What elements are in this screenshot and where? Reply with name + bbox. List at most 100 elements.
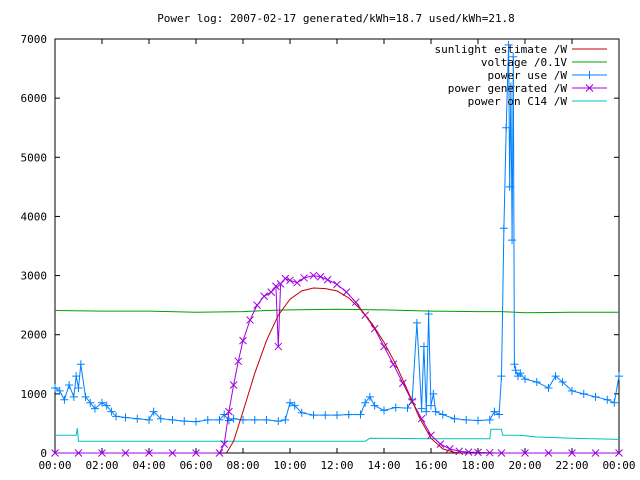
data-point: [427, 401, 435, 410]
data-point: [272, 282, 280, 291]
data-point: [497, 372, 506, 381]
legend-marker: [585, 71, 594, 79]
series-line: [54, 308, 619, 314]
data-point: [281, 274, 290, 283]
data-point: [180, 417, 189, 426]
data-point: [321, 411, 330, 420]
data-point: [342, 288, 351, 296]
data-point: [474, 416, 482, 425]
data-point: [225, 407, 233, 416]
data-point: [98, 449, 106, 457]
data-point: [215, 449, 224, 457]
axes: 00:00 02:00 04:00 06:00 08:00 10:00 12:00 14:00…: [21, 33, 636, 472]
y-tick-label: 5000: [21, 151, 48, 164]
series-sunlight-estimate-w: [226, 287, 462, 454]
y-tick-label: 1000: [21, 388, 48, 401]
data-point: [403, 404, 412, 413]
data-point: [431, 407, 440, 416]
data-point: [389, 360, 398, 369]
data-point: [290, 401, 299, 410]
data-point: [521, 449, 529, 457]
y-tick-label: 7000: [21, 33, 48, 46]
data-point: [74, 449, 83, 457]
data-point: [544, 383, 553, 392]
legend-label: power on C14 /W: [468, 95, 568, 108]
data-point: [551, 372, 560, 381]
data-point: [424, 310, 433, 319]
data-point: [309, 411, 318, 420]
legend-item: voltage /0.1V: [481, 56, 607, 69]
series-line: [226, 287, 462, 454]
data-point: [149, 407, 158, 416]
data-point: [86, 398, 95, 407]
data-point: [133, 414, 142, 423]
data-point: [510, 360, 519, 369]
data-point: [380, 406, 388, 415]
data-point: [615, 449, 623, 457]
series-voltage-0-1v: [54, 308, 619, 314]
data-point: [502, 123, 511, 132]
x-tick-label: 02:00: [85, 459, 118, 472]
data-point: [65, 380, 74, 389]
data-point: [121, 449, 130, 457]
data-point: [220, 440, 229, 448]
data-point: [591, 449, 600, 457]
series-layer: [51, 40, 623, 457]
series-power-use-w: [51, 40, 623, 426]
data-point: [474, 448, 482, 457]
data-point: [356, 410, 365, 419]
data-point: [309, 271, 318, 280]
data-point: [74, 383, 83, 392]
x-tick-label: 00:00: [38, 459, 71, 472]
legend-marker: [585, 84, 594, 92]
data-point: [438, 410, 447, 419]
data-point: [419, 342, 428, 351]
data-point: [490, 407, 499, 416]
data-point: [297, 408, 306, 417]
data-point: [544, 449, 553, 457]
data-point: [76, 360, 85, 369]
data-point: [333, 411, 341, 420]
data-point: [229, 381, 238, 389]
data-point: [568, 386, 576, 395]
x-tick-label: 04:00: [132, 459, 165, 472]
series-power-on-c14-w: [55, 428, 620, 442]
data-point: [121, 413, 130, 422]
data-point: [112, 412, 121, 421]
data-point: [568, 449, 576, 457]
data-point: [60, 395, 69, 404]
data-point: [300, 274, 308, 282]
data-point: [286, 276, 294, 285]
data-point: [450, 414, 459, 423]
data-point: [239, 336, 247, 345]
data-point: [274, 342, 283, 351]
data-point: [427, 431, 435, 440]
data-point: [506, 82, 515, 91]
data-point: [462, 415, 471, 424]
data-point: [262, 415, 271, 424]
data-point: [591, 392, 600, 401]
data-point: [429, 389, 438, 398]
data-point: [72, 372, 81, 381]
data-point: [464, 448, 473, 456]
legend-item: power on C14 /W: [468, 95, 607, 108]
data-point: [391, 403, 400, 412]
legend-item: power generated /W: [448, 82, 607, 95]
data-point: [485, 415, 494, 424]
data-point: [509, 52, 518, 61]
series-line: [55, 428, 620, 442]
data-point: [156, 414, 165, 423]
data-point: [102, 401, 111, 410]
data-point: [436, 440, 445, 448]
legend-label: voltage /0.1V: [481, 56, 567, 69]
data-point: [281, 415, 290, 424]
data-point: [344, 410, 353, 419]
y-tick-label: 2000: [21, 329, 48, 342]
data-point: [250, 415, 259, 424]
legend-label: sunlight estimate /W: [435, 43, 568, 56]
data-point: [51, 449, 59, 457]
data-point: [516, 369, 525, 378]
data-point: [323, 275, 332, 284]
x-tick-label: 10:00: [273, 459, 306, 472]
